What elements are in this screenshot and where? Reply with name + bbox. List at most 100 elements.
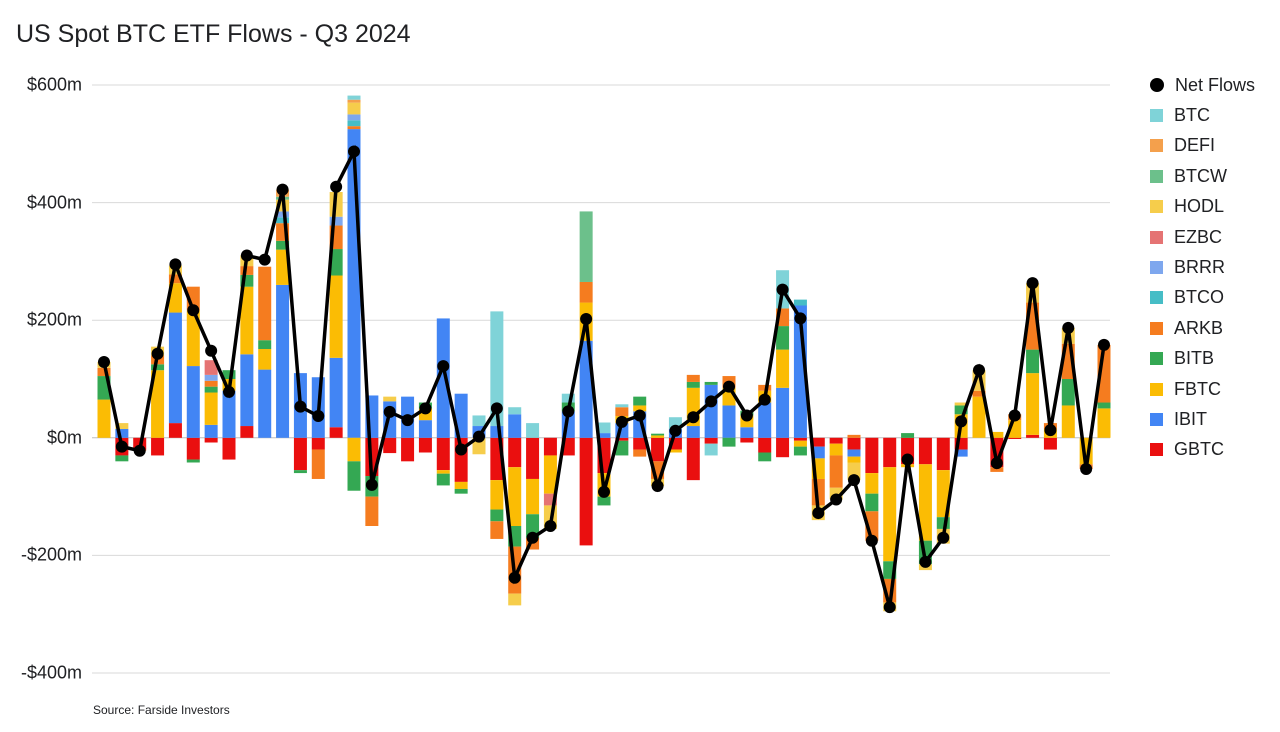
net-flows-point [615, 415, 628, 428]
bar-segment-fbtc [168, 283, 182, 313]
bar-segment-fbtc [1026, 373, 1040, 435]
bar-segment-ibit [258, 369, 272, 438]
chart-legend: Net Flows BTC DEFI BTCW HODL EZBC BRRR BTCO ARKB… [1150, 70, 1255, 465]
bar-segment-fbtc [972, 396, 986, 438]
bar-segment-fbtc [1061, 405, 1075, 438]
net-flows-point [955, 415, 968, 428]
legend-swatch [1150, 382, 1163, 396]
net-flows-point [740, 409, 753, 422]
bar-segment-bitb [704, 381, 718, 385]
bar-segment-arkb [311, 449, 325, 479]
net-flows-point [508, 571, 521, 584]
bar-segment-brrr [276, 211, 290, 218]
chart-title: US Spot BTC ETF Flows - Q3 2024 [16, 20, 411, 48]
legend-swatch [1150, 412, 1163, 426]
bar-segment-gbtc [311, 437, 325, 450]
bar-segment-ezbc [204, 360, 218, 375]
bar-segment-gbtc [508, 437, 522, 468]
bar-segment-btc [704, 443, 718, 456]
bar-segment-gbtc [954, 437, 968, 450]
legend-label: BRRR [1174, 257, 1226, 278]
bar-segment-arkb [347, 126, 361, 130]
bar-segment-gbtc [668, 437, 682, 450]
net-flows-point [1080, 462, 1093, 475]
bar-segment-gbtc [1026, 434, 1040, 438]
legend-item-net-flows: Net Flows [1150, 70, 1255, 100]
bar-segment-btcw [579, 211, 593, 282]
bar-segment-arkb [633, 449, 647, 457]
bar-segment-bitb [651, 433, 665, 436]
bar-segment-fbtc [847, 456, 861, 463]
legend-swatch [1150, 109, 1163, 123]
bar-segment-arkb [168, 274, 182, 284]
bar-segment-bitb [901, 433, 915, 438]
bar-segment-gbtc [704, 437, 718, 444]
net-flows-point [1062, 321, 1075, 334]
net-flows-point [455, 443, 468, 456]
bar-segment-gbtc [651, 437, 665, 462]
bar-segment-gbtc [811, 437, 825, 447]
source-note: Source: Farside Investors [93, 703, 230, 717]
bar-segment-arkb [579, 281, 593, 303]
bar-segment-bitb [793, 446, 807, 456]
bar-segment-btco [347, 120, 361, 127]
bar-segment-btc [561, 393, 575, 403]
net-flows-point [98, 355, 110, 368]
bar-segment-gbtc [204, 437, 218, 443]
bar-segment-bitb [436, 473, 450, 486]
bar-segment-gbtc [168, 423, 182, 438]
bar-segment-arkb [847, 434, 861, 438]
bar-segment-btc [668, 417, 682, 429]
bar-segment-arkb [240, 266, 254, 275]
bar-segment-fbtc [918, 464, 932, 541]
net-flows-point [776, 283, 789, 296]
net-flows-point [651, 480, 664, 493]
net-flows-point [383, 405, 396, 418]
bar-segment-ibit [722, 405, 736, 438]
bar-segment-gbtc [418, 437, 432, 453]
legend-swatch [1150, 291, 1163, 305]
y-tick-label: $200m [26, 309, 82, 330]
net-flows-point [723, 380, 735, 393]
net-flows-point [473, 430, 485, 443]
bar-segment-gbtc [758, 437, 772, 453]
legend-item-btco: BTCO [1150, 283, 1255, 313]
bar-segment-bitb [758, 452, 772, 462]
stacked-bars [97, 95, 1111, 612]
bar-segment-gbtc [329, 427, 343, 438]
bar-segment-hodl [508, 593, 522, 606]
net-flows-point [598, 485, 610, 498]
bar-segment-arkb [829, 455, 843, 488]
bar-segment-gbtc [776, 437, 790, 458]
bar-segment-ibit [276, 284, 290, 438]
net-flows-point [223, 385, 235, 398]
net-flows-point [562, 405, 575, 418]
net-flows-point [865, 534, 878, 547]
legend-label: GBTC [1174, 439, 1225, 460]
bar-segment-gbtc [186, 437, 200, 460]
legend-swatch [1150, 352, 1163, 366]
net-flows-point [812, 507, 825, 520]
legend-swatch [1150, 78, 1164, 93]
bar-segment-fbtc [990, 431, 1004, 438]
legend-swatch [1150, 261, 1163, 275]
bar-segment-fbtc [347, 437, 361, 462]
legend-swatch [1150, 200, 1163, 214]
bar-segment-bitb [776, 326, 790, 350]
bar-segment-bitb [686, 381, 700, 388]
bar-segment-gbtc [918, 437, 932, 465]
bar-segment-ibit [954, 449, 968, 457]
bar-segment-hodl [383, 396, 397, 402]
net-flows-point [1026, 277, 1039, 290]
net-flows-line [102, 144, 1106, 608]
bar-segment-fbtc [543, 455, 557, 494]
bar-segment-gbtc [883, 437, 897, 468]
net-flows-point [901, 453, 914, 466]
bar-segment-gbtc [865, 437, 879, 474]
net-flows-point [1044, 424, 1057, 437]
bar-segment-fbtc [454, 481, 468, 489]
legend-item-brrr: BRRR [1150, 252, 1255, 282]
y-tick-label: -$200m [20, 544, 82, 565]
bar-segment-bitb [454, 488, 468, 494]
